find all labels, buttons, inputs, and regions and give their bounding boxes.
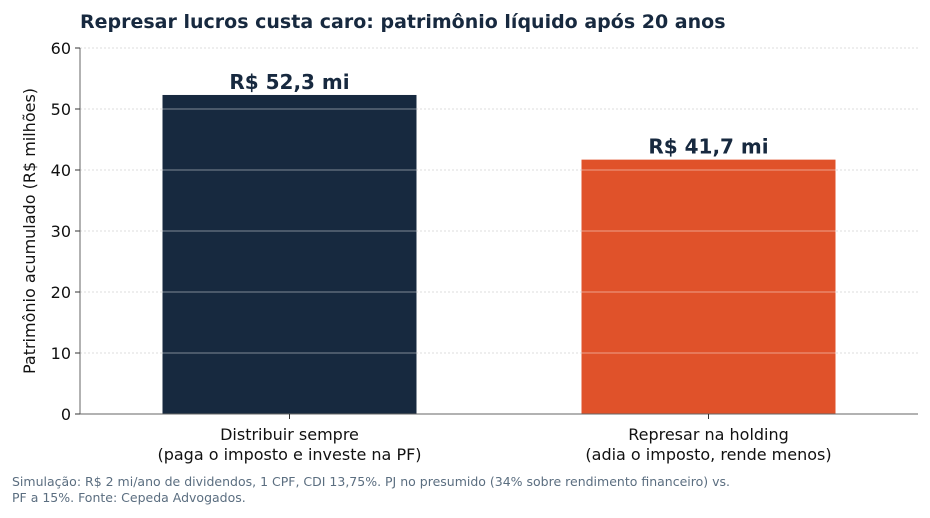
y-tick-label: 0 (61, 405, 71, 424)
footnote: Simulação: R$ 2 mi/ano de dividendos, 1 … (12, 474, 731, 505)
bar (581, 159, 836, 414)
y-tick-label: 50 (51, 100, 71, 119)
bar-value-label: R$ 52,3 mi (229, 70, 349, 94)
y-tick-label: 30 (51, 222, 71, 241)
y-tick-label: 10 (51, 344, 71, 363)
y-tick-labels: 0 10 20 30 40 50 60 (51, 39, 80, 424)
y-tick-label: 60 (51, 39, 71, 58)
x-category-labels: Distribuir sempre(paga o imposto e inves… (157, 414, 832, 464)
x-category-label: Represar na holding (628, 425, 789, 444)
y-tick-label: 20 (51, 283, 71, 302)
y-tick-label: 40 (51, 161, 71, 180)
x-category-label: (paga o imposto e investe na PF) (157, 445, 421, 464)
bar-value-label: R$ 41,7 mi (648, 135, 768, 159)
bars (162, 94, 836, 414)
x-category-label: (adia o imposto, rende menos) (585, 445, 831, 464)
x-category-label: Distribuir sempre (220, 425, 359, 444)
chart-title: Represar lucros custa caro: patrimônio l… (80, 11, 726, 33)
bar (162, 94, 417, 414)
data-labels: R$ 52,3 mi R$ 41,7 mi (229, 70, 768, 159)
bar-chart: Represar lucros custa caro: patrimônio l… (20, 11, 918, 464)
y-axis-label: Patrimônio acumulado (R$ milhões) (20, 88, 39, 374)
